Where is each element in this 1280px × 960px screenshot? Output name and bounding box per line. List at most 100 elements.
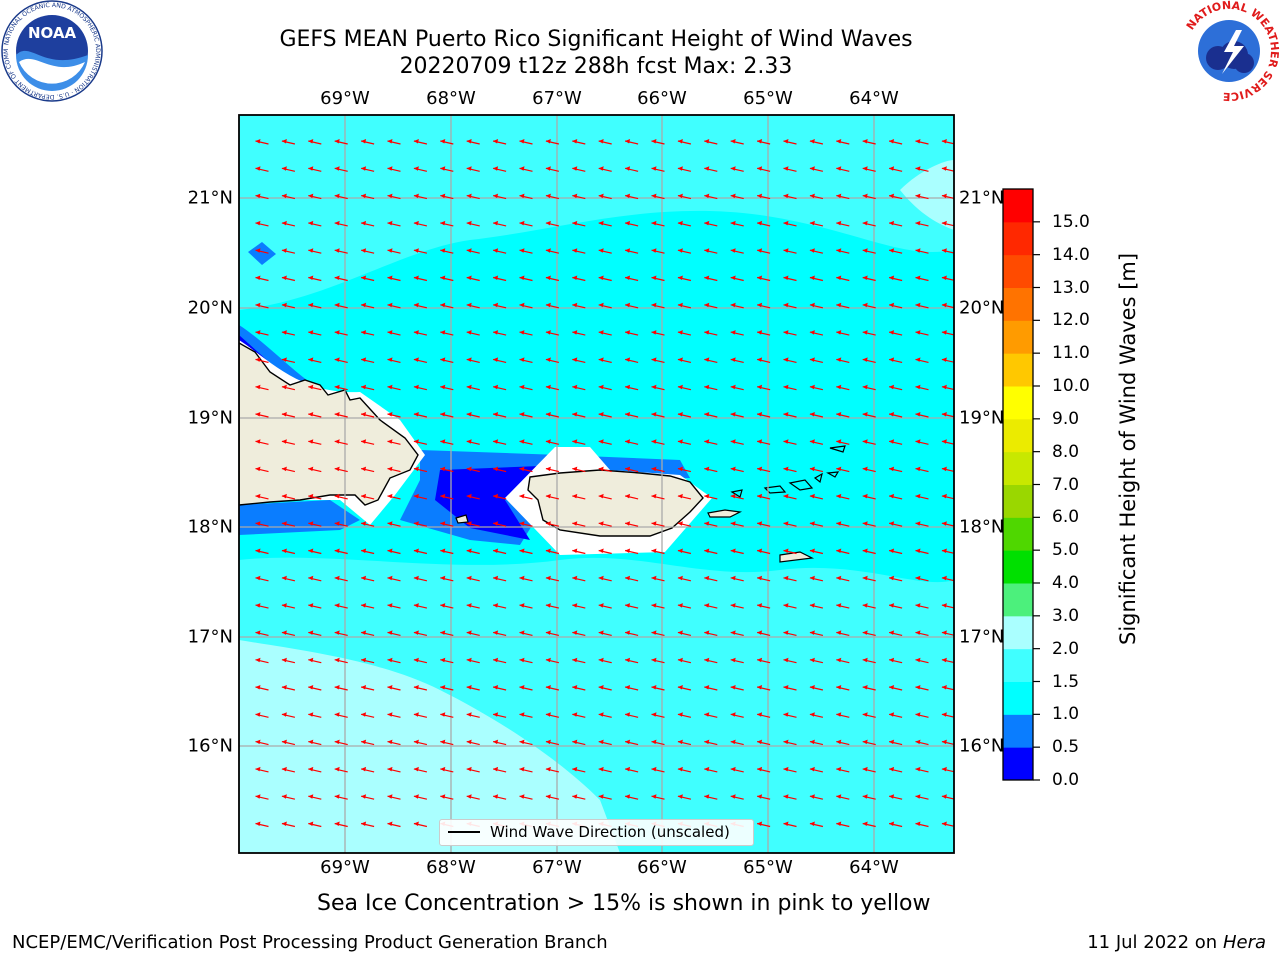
wave-direction-arrowhead [651, 603, 657, 608]
wave-direction-arrowhead [730, 630, 736, 635]
wave-direction-arrowhead [783, 657, 789, 663]
wave-direction-arrowhead [730, 139, 736, 144]
wave-direction-arrowhead [519, 630, 525, 635]
wave-direction-arrowhead [757, 575, 763, 581]
map-legend: Wind Wave Direction (unscaled) [439, 819, 754, 846]
wave-direction-arrowhead [572, 766, 578, 772]
wave-direction-arrowhead [889, 657, 895, 663]
wave-direction-arrowhead [836, 766, 842, 772]
wave-direction-arrowhead [915, 657, 921, 663]
wave-direction-arrowhead [836, 193, 842, 199]
lat-tick-right: 19°N [959, 407, 1005, 429]
wave-direction-arrowhead [440, 766, 446, 772]
wave-direction-arrowhead [572, 302, 578, 308]
wave-direction-arrowhead [941, 766, 947, 772]
colorbar-tick-label: 8.0 [1052, 441, 1080, 462]
wave-direction-arrowhead [651, 275, 657, 280]
wave-direction-arrowhead [572, 466, 578, 472]
wave-direction-arrowhead [572, 412, 578, 417]
wave-direction-arrowhead [545, 739, 551, 745]
wave-direction-arrowhead [836, 794, 842, 799]
wave-direction-arrowhead [440, 139, 446, 144]
wave-direction-arrowhead [361, 575, 367, 581]
wave-direction-arrowhead [941, 739, 947, 745]
wave-direction-arrowhead [281, 766, 287, 772]
wave-direction-arrowhead [466, 412, 472, 417]
wave-direction-arrowhead [440, 657, 446, 663]
wave-direction-arrowhead [704, 248, 710, 253]
wave-direction-arrowhead [809, 766, 815, 772]
wave-direction-arrowhead [413, 575, 419, 581]
wave-direction-arrowhead [255, 630, 261, 635]
wave-direction-arrowhead [308, 712, 314, 717]
wave-direction-arrowhead [519, 712, 525, 717]
wave-direction-arrowhead [809, 220, 815, 226]
wave-direction-arrowhead [281, 193, 287, 199]
wave-direction-arrowhead [334, 248, 340, 253]
wave-direction-arrowhead [941, 384, 947, 390]
wave-direction-arrowhead [519, 357, 525, 362]
wave-direction-arrowhead [889, 439, 895, 444]
wave-direction-arrowhead [413, 739, 419, 745]
wave-direction-arrowhead [255, 548, 261, 553]
wave-direction-arrowhead [651, 302, 657, 308]
wave-direction-arrowhead [730, 330, 736, 335]
wave-direction-arrowhead [809, 821, 815, 826]
wave-direction-arrowhead [387, 139, 393, 144]
wave-direction-arrowhead [281, 139, 287, 144]
colorbar-tick-label: 13.0 [1052, 277, 1090, 298]
wave-direction-arrowhead [281, 548, 287, 553]
wave-direction-arrowhead [783, 575, 789, 581]
wave-direction-arrowhead [545, 657, 551, 663]
lat-tick-left: 17°N [187, 626, 233, 648]
wave-direction-arrowhead [334, 384, 340, 390]
wave-direction-arrowhead [598, 166, 604, 171]
colorbar-tick-label: 10.0 [1052, 376, 1090, 396]
wave-direction-arrowhead [440, 548, 446, 553]
wave-direction-arrowhead [783, 521, 789, 526]
wave-direction-arrowhead [915, 739, 921, 745]
wave-direction-arrowhead [572, 521, 578, 526]
wave-direction-arrowhead [730, 384, 736, 390]
wave-direction-arrowhead [941, 521, 947, 526]
colorbar-segment [1003, 550, 1033, 584]
wave-direction-arrowhead [730, 766, 736, 772]
wave-direction-arrowhead [598, 275, 604, 280]
wave-direction-arrowhead [677, 794, 683, 799]
wave-direction-arrowhead [308, 384, 314, 390]
wave-direction-arrowhead [783, 412, 789, 417]
colorbar-tick-label: 1.5 [1052, 671, 1080, 692]
wave-direction-arrowhead [361, 630, 367, 635]
wave-direction-arrowhead [545, 302, 551, 308]
wave-direction-arrowhead [519, 603, 525, 608]
wave-direction-arrowhead [466, 248, 472, 253]
wave-direction-arrowhead [704, 220, 710, 226]
wave-direction-arrowhead [809, 794, 815, 799]
wave-direction-arrowhead [941, 548, 947, 553]
wave-direction-arrowhead [836, 248, 842, 253]
wave-direction-arrowhead [704, 712, 710, 717]
wave-direction-arrowhead [836, 220, 842, 226]
wave-direction-arrowhead [783, 139, 789, 144]
wave-direction-arrowhead [519, 493, 525, 499]
wave-direction-arrowhead [651, 548, 657, 553]
wave-direction-arrowhead [281, 575, 287, 581]
wave-direction-arrowhead [598, 139, 604, 144]
wave-direction-arrowhead [941, 712, 947, 717]
wave-direction-arrowhead [889, 166, 895, 171]
wave-direction-arrowhead [598, 766, 604, 772]
wave-direction-arrowhead [651, 739, 657, 745]
wave-direction-arrowhead [255, 794, 261, 799]
wave-direction-arrowhead [941, 685, 947, 690]
wave-direction-arrowhead [440, 521, 446, 526]
wave-direction-arrowhead [334, 330, 340, 335]
wave-direction-arrowhead [730, 220, 736, 226]
wave-direction-arrowhead [941, 439, 947, 444]
wave-direction-arrowhead [836, 521, 842, 526]
wave-direction-arrowhead [545, 493, 551, 499]
wave-direction-arrowhead [941, 139, 947, 144]
noaa-wordmark: NOAA [28, 24, 77, 42]
gridlines [239, 115, 954, 853]
wave-direction-arrowhead [493, 766, 499, 772]
wave-direction-arrowhead [281, 521, 287, 526]
